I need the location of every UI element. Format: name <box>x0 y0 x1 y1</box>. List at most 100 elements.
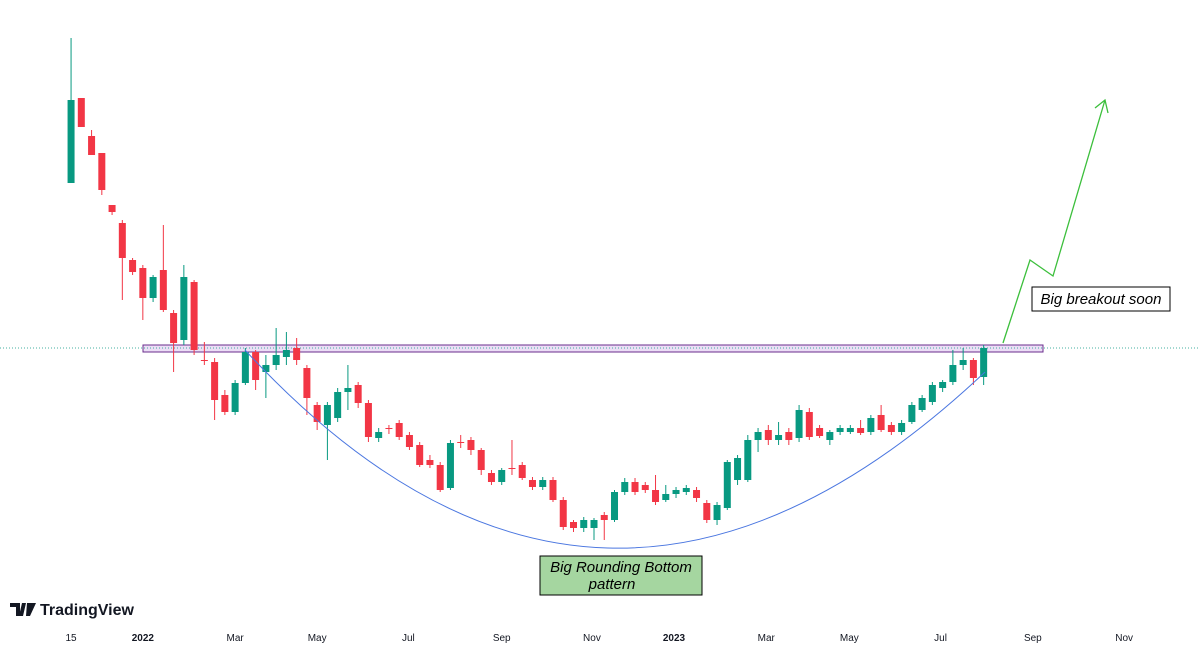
x-tick-label: 2022 <box>132 633 155 644</box>
brand: TradingView <box>10 602 135 619</box>
candle-body <box>826 432 834 440</box>
candle-body <box>293 348 301 360</box>
candle-body <box>528 480 536 487</box>
candle-body <box>959 360 967 365</box>
arrow-head <box>1094 98 1109 114</box>
candle-body <box>231 383 239 412</box>
candle-body <box>395 423 403 437</box>
candle-body <box>487 473 495 482</box>
candle-body <box>334 392 342 418</box>
candle-body <box>621 482 629 492</box>
x-tick-label: Nov <box>1115 633 1133 644</box>
candle-body <box>467 440 475 450</box>
x-axis: 15 2022 Mar May Jul Sep Nov 2023 Mar May Jul Sep Nov <box>65 633 1133 644</box>
candle-body <box>805 412 813 437</box>
breakout-box <box>1031 286 1171 312</box>
candle-body <box>887 425 895 432</box>
candle-body <box>693 490 701 498</box>
candle-body <box>282 350 290 357</box>
x-tick-label: May <box>308 633 327 644</box>
candle-body <box>364 403 372 437</box>
candle-body <box>754 432 762 440</box>
candle-body <box>221 395 229 412</box>
candle-body <box>303 368 311 398</box>
candle-body <box>775 435 783 440</box>
candle-body <box>867 418 875 432</box>
candle-body <box>590 520 598 528</box>
pattern-text: pattern <box>588 576 636 593</box>
candle-body <box>539 480 547 487</box>
candle-body <box>980 348 988 377</box>
logo <box>10 603 36 616</box>
candle-body <box>416 445 424 465</box>
candle-body <box>908 405 916 422</box>
x-tick-label: Sep <box>1024 633 1042 644</box>
drawings: Big breakout soon Big Rounding Bottom pa… <box>244 98 1171 596</box>
candle-body <box>969 360 977 378</box>
candle-body <box>611 492 619 520</box>
candle-body <box>180 277 188 340</box>
x-tick-label: 15 <box>65 633 77 644</box>
candle-body <box>734 458 742 480</box>
candle-body <box>918 398 926 410</box>
x-tick-label: Nov <box>583 633 601 644</box>
candle-body <box>323 405 331 425</box>
candle-body <box>252 352 260 380</box>
candle-body <box>744 440 752 480</box>
x-tick-label: 2023 <box>663 633 686 644</box>
candle-body <box>477 450 485 470</box>
candle-body <box>262 365 270 372</box>
candle-body <box>457 442 465 443</box>
x-tick-label: Sep <box>493 633 511 644</box>
candle-body <box>723 462 731 508</box>
candle-body <box>641 485 649 490</box>
candle-body <box>108 205 116 212</box>
candle-body <box>662 494 670 500</box>
candle-body <box>344 388 352 392</box>
candle-body <box>785 432 793 440</box>
candle-body <box>67 100 75 183</box>
candle-body <box>436 465 444 490</box>
candle-body <box>354 385 362 403</box>
candle-body <box>846 428 854 432</box>
candle-body <box>764 430 772 440</box>
x-tick-label: May <box>840 633 859 644</box>
breakout-text: Big breakout soon <box>1041 291 1162 308</box>
candle-body <box>446 443 454 488</box>
resistance-band <box>142 344 1044 353</box>
candle-body <box>375 432 383 438</box>
candle-body <box>836 428 844 432</box>
brand-name: TradingView <box>40 602 135 619</box>
candle-body <box>139 268 147 298</box>
candle-body <box>877 415 885 430</box>
candle-body <box>672 490 680 494</box>
candle-body <box>508 468 516 469</box>
candle-body <box>857 428 865 433</box>
candle-body <box>949 365 957 382</box>
pattern-box <box>539 555 703 596</box>
x-tick-label: Mar <box>758 633 776 644</box>
candle-body <box>795 410 803 438</box>
candle-body <box>703 503 711 520</box>
candle-body <box>559 500 567 527</box>
candles <box>0 38 1200 540</box>
candle-body <box>241 352 249 383</box>
candle-body <box>98 153 106 190</box>
candle-body <box>426 460 434 465</box>
candle-body <box>211 362 219 400</box>
candle-body <box>549 480 557 500</box>
candle-body <box>569 522 577 528</box>
candle-body <box>518 465 526 478</box>
rounding-curve <box>244 349 986 549</box>
candle-body <box>631 482 639 492</box>
candle-body <box>170 313 178 343</box>
candle-body <box>200 360 208 361</box>
candle-body <box>816 428 824 436</box>
candle-body <box>600 515 608 520</box>
x-tick-label: Mar <box>227 633 245 644</box>
x-tick-label: Jul <box>934 633 947 644</box>
candle-body <box>580 520 588 528</box>
candle-body <box>118 223 126 258</box>
x-tick-label: Jul <box>402 633 415 644</box>
